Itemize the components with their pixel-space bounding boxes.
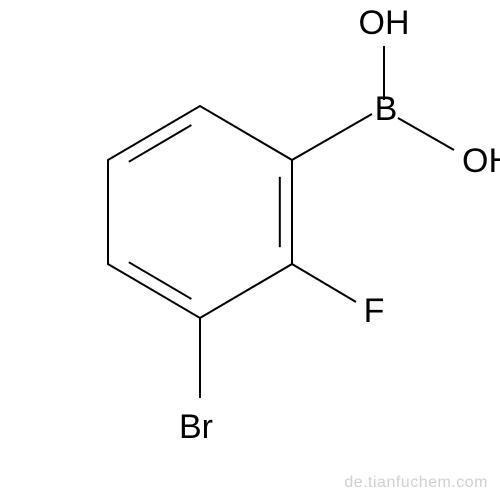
benzene-ring bbox=[108, 106, 292, 318]
svg-text:OH: OH bbox=[359, 4, 410, 42]
atom-labels: OH B OH F Br bbox=[179, 4, 500, 446]
watermark-text: de.tianfuchem.com bbox=[344, 474, 488, 492]
molecule-diagram: OH B OH F Br bbox=[0, 0, 500, 500]
substituent-bonds bbox=[200, 46, 454, 398]
svg-text:F: F bbox=[364, 292, 385, 330]
svg-text:Br: Br bbox=[179, 408, 213, 446]
svg-text:OH: OH bbox=[462, 142, 500, 180]
svg-text:B: B bbox=[375, 90, 398, 128]
